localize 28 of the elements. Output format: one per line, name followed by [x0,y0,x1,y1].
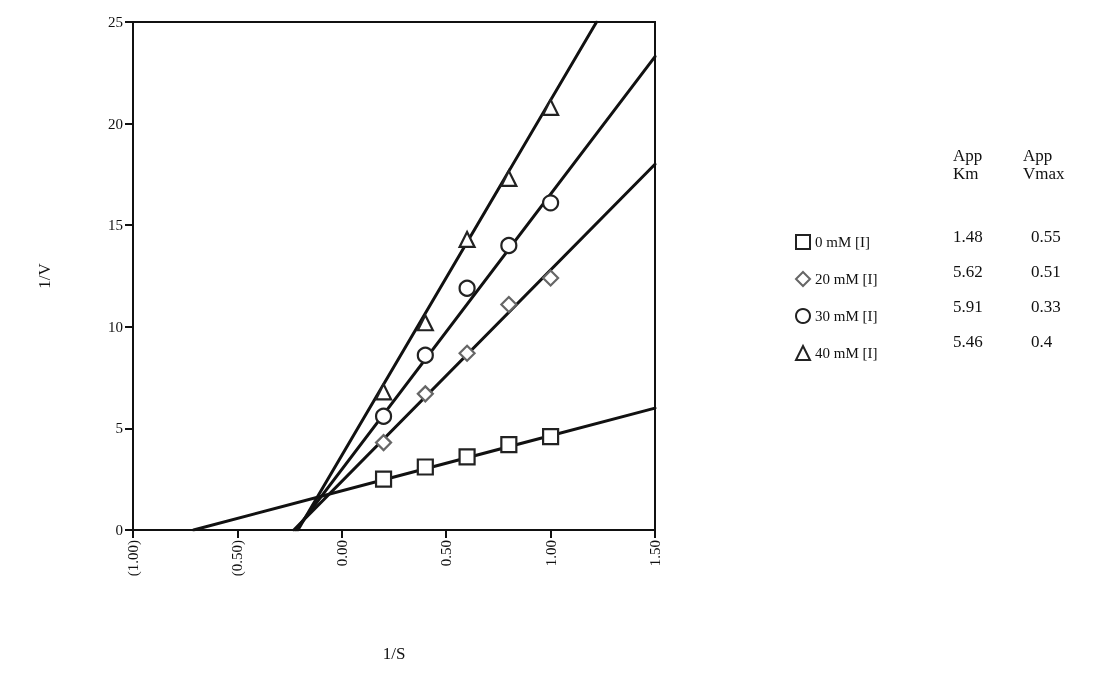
text: 0.33 [1031,297,1061,316]
legend-label: 0 mM [I] [815,234,870,250]
y-tick-label: 5 [115,420,123,437]
text: 0.4 [1031,332,1053,351]
legend-label: 30 mM [I] [815,308,878,324]
x-tick-label: 0.00 [333,540,350,567]
x-tick-label: (0.50) [229,540,247,577]
y-axis-title: 1/V [35,262,54,289]
text: App Km [953,145,987,183]
text: 1.48 [953,227,983,246]
x-tick-label: (1.00) [125,540,142,577]
text: 5.62 [953,262,983,281]
y-tick-label: 0 [115,522,123,538]
y-tick-label: 15 [108,217,123,234]
x-tick-label: 0.50 [438,540,455,567]
text: 0.51 [1031,262,1061,281]
legend-label: 20 mM [I] [815,271,878,287]
text: App Vmax [1023,145,1066,183]
text: 5.91 [953,297,983,316]
x-tick-label: 1.00 [542,540,559,567]
x-axis-title: 1/S [382,644,406,663]
y-tick-label: 25 [108,14,123,30]
y-tick-label: 10 [108,318,123,335]
legend-label: 40 mM [I] [815,345,878,361]
text: 0.55 [1031,227,1061,246]
x-tick-label: 1.50 [647,540,663,567]
text: 5.46 [953,332,983,351]
y-tick-label: 20 [108,115,123,132]
